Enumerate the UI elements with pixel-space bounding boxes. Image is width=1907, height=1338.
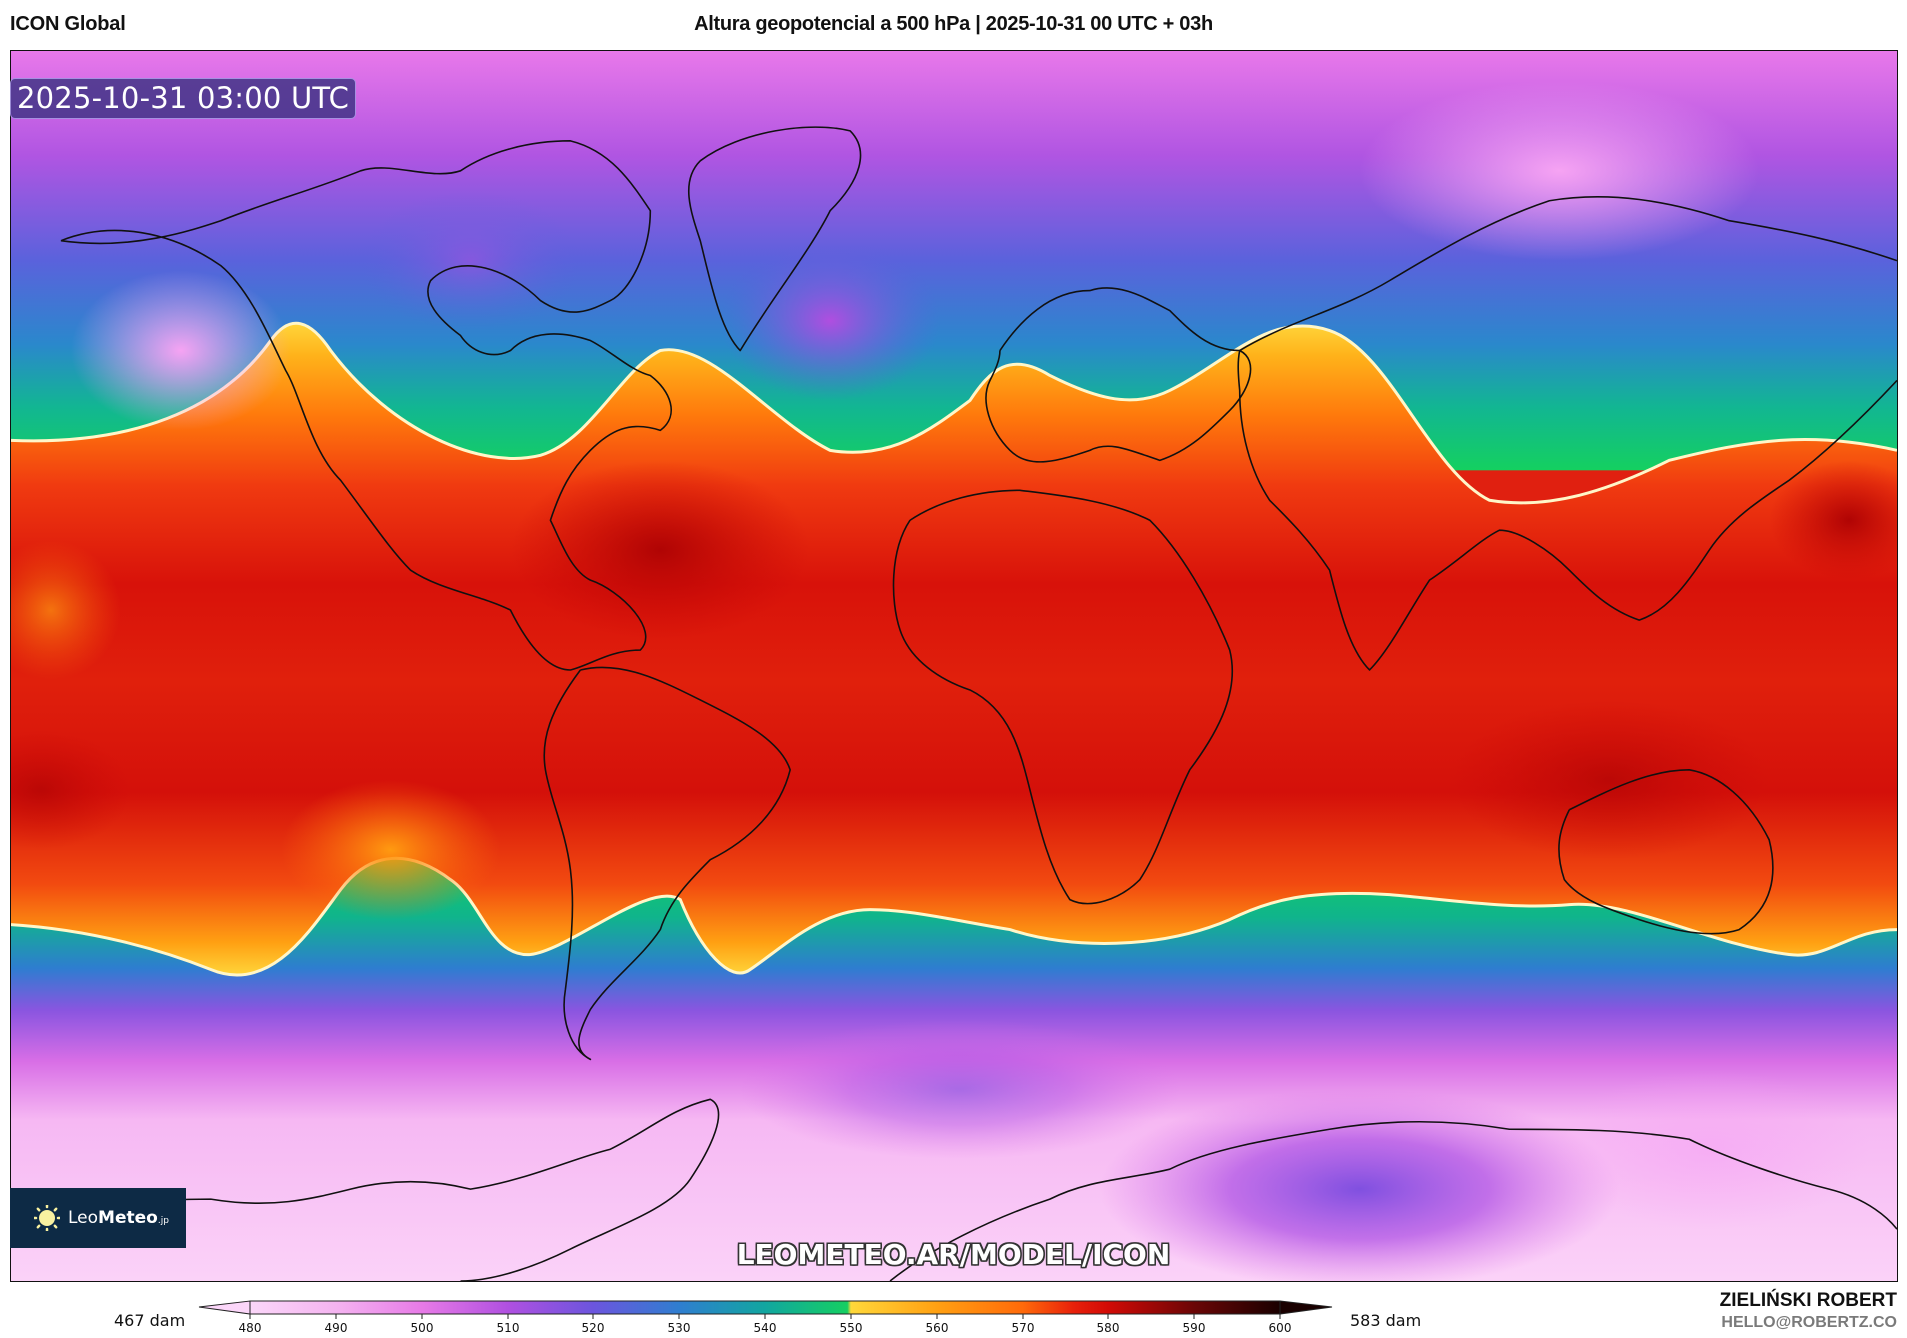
colorbar-tick-530: 530 (667, 1321, 691, 1335)
colorbar-tick-480: 480 (238, 1321, 262, 1335)
colorbar-tick-560: 560 (925, 1321, 949, 1335)
logo-wordmark: LeoMeteo.jp (68, 1208, 169, 1228)
author-credit: ZIELIŃSKI ROBERT (1719, 1290, 1897, 1311)
colorbar-min-label: 467 dam (114, 1311, 186, 1330)
coastlines (11, 126, 1897, 1281)
colorbar-tick-540: 540 (753, 1321, 777, 1335)
colorbar (198, 1300, 1333, 1319)
colorbar-tick-520: 520 (581, 1321, 605, 1335)
valid-time-badge: 2025-10-31 03:00 UTC (10, 78, 357, 119)
colorbar-tick-570: 570 (1011, 1321, 1035, 1335)
sun-icon (32, 1203, 62, 1233)
colorbar-tick-510: 510 (496, 1321, 520, 1335)
colorbar-tick-490: 490 (324, 1321, 348, 1335)
colorbar-tick-590: 590 (1182, 1321, 1206, 1335)
site-watermark: LEOMETEO.AR/MODEL/ICON (736, 1238, 1171, 1271)
colorbar-tick-500: 500 (410, 1321, 434, 1335)
colorbar-tick-550: 550 (839, 1321, 863, 1335)
model-name: ICON Global (10, 13, 126, 35)
geopotential-map[interactable] (10, 50, 1898, 1282)
colorbar-tick-600: 600 (1268, 1321, 1292, 1335)
colorbar-max-label: 583 dam (1350, 1311, 1422, 1330)
colorbar-tick-580: 580 (1096, 1321, 1120, 1335)
height-field (11, 51, 1897, 1281)
author-email[interactable]: HELLO@ROBERTZ.CO (1721, 1314, 1897, 1331)
leometeo-logo[interactable]: LeoMeteo.jp (10, 1188, 186, 1248)
chart-title: Altura geopotencial a 500 hPa | 2025-10-… (694, 13, 1213, 35)
